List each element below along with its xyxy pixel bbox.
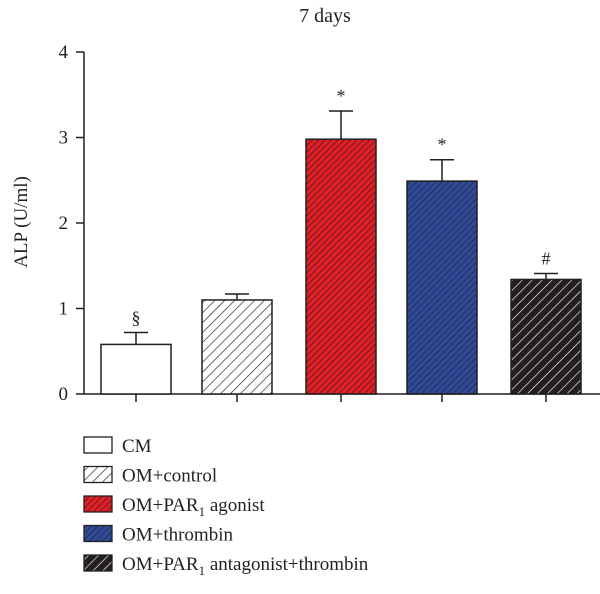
- legend-swatch: [83, 554, 113, 572]
- significance-marker: *: [438, 135, 447, 155]
- legend-label: CM: [122, 436, 152, 457]
- y-tick-label: 4: [59, 42, 69, 63]
- legend-swatch: [83, 465, 113, 484]
- bar: [305, 138, 377, 395]
- y-tick-label: 2: [59, 213, 69, 234]
- bar: [510, 278, 582, 395]
- y-tick-label: 1: [59, 299, 69, 320]
- y-axis-label: ALP (U/ml): [11, 176, 32, 268]
- legend-label: OM+control: [122, 466, 217, 487]
- legend-label: OM+thrombin: [122, 525, 233, 546]
- significance-marker: *: [337, 86, 346, 106]
- chart-title: 7 days: [299, 5, 351, 27]
- y-tick-label: 0: [59, 384, 69, 405]
- y-axis: 0 1 2 3 4: [59, 42, 85, 405]
- legend-label: OM+PAR1 antagonist+thrombin: [122, 554, 369, 578]
- legend: CM OM+control OM+PAR1 agonist OM+thrombin OM…: [83, 436, 369, 578]
- bar: [100, 343, 172, 395]
- bars: § * * #: [100, 86, 582, 395]
- legend-swatch: [83, 524, 113, 543]
- legend-label: OM+PAR1 agonist: [122, 495, 265, 519]
- y-tick-label: 3: [59, 128, 69, 149]
- significance-marker: #: [542, 248, 551, 268]
- x-axis: [84, 393, 600, 402]
- legend-swatch: [83, 436, 113, 454]
- significance-marker: §: [132, 307, 141, 327]
- bar: [406, 180, 478, 395]
- bar: [201, 299, 273, 395]
- legend-swatch: [83, 495, 113, 513]
